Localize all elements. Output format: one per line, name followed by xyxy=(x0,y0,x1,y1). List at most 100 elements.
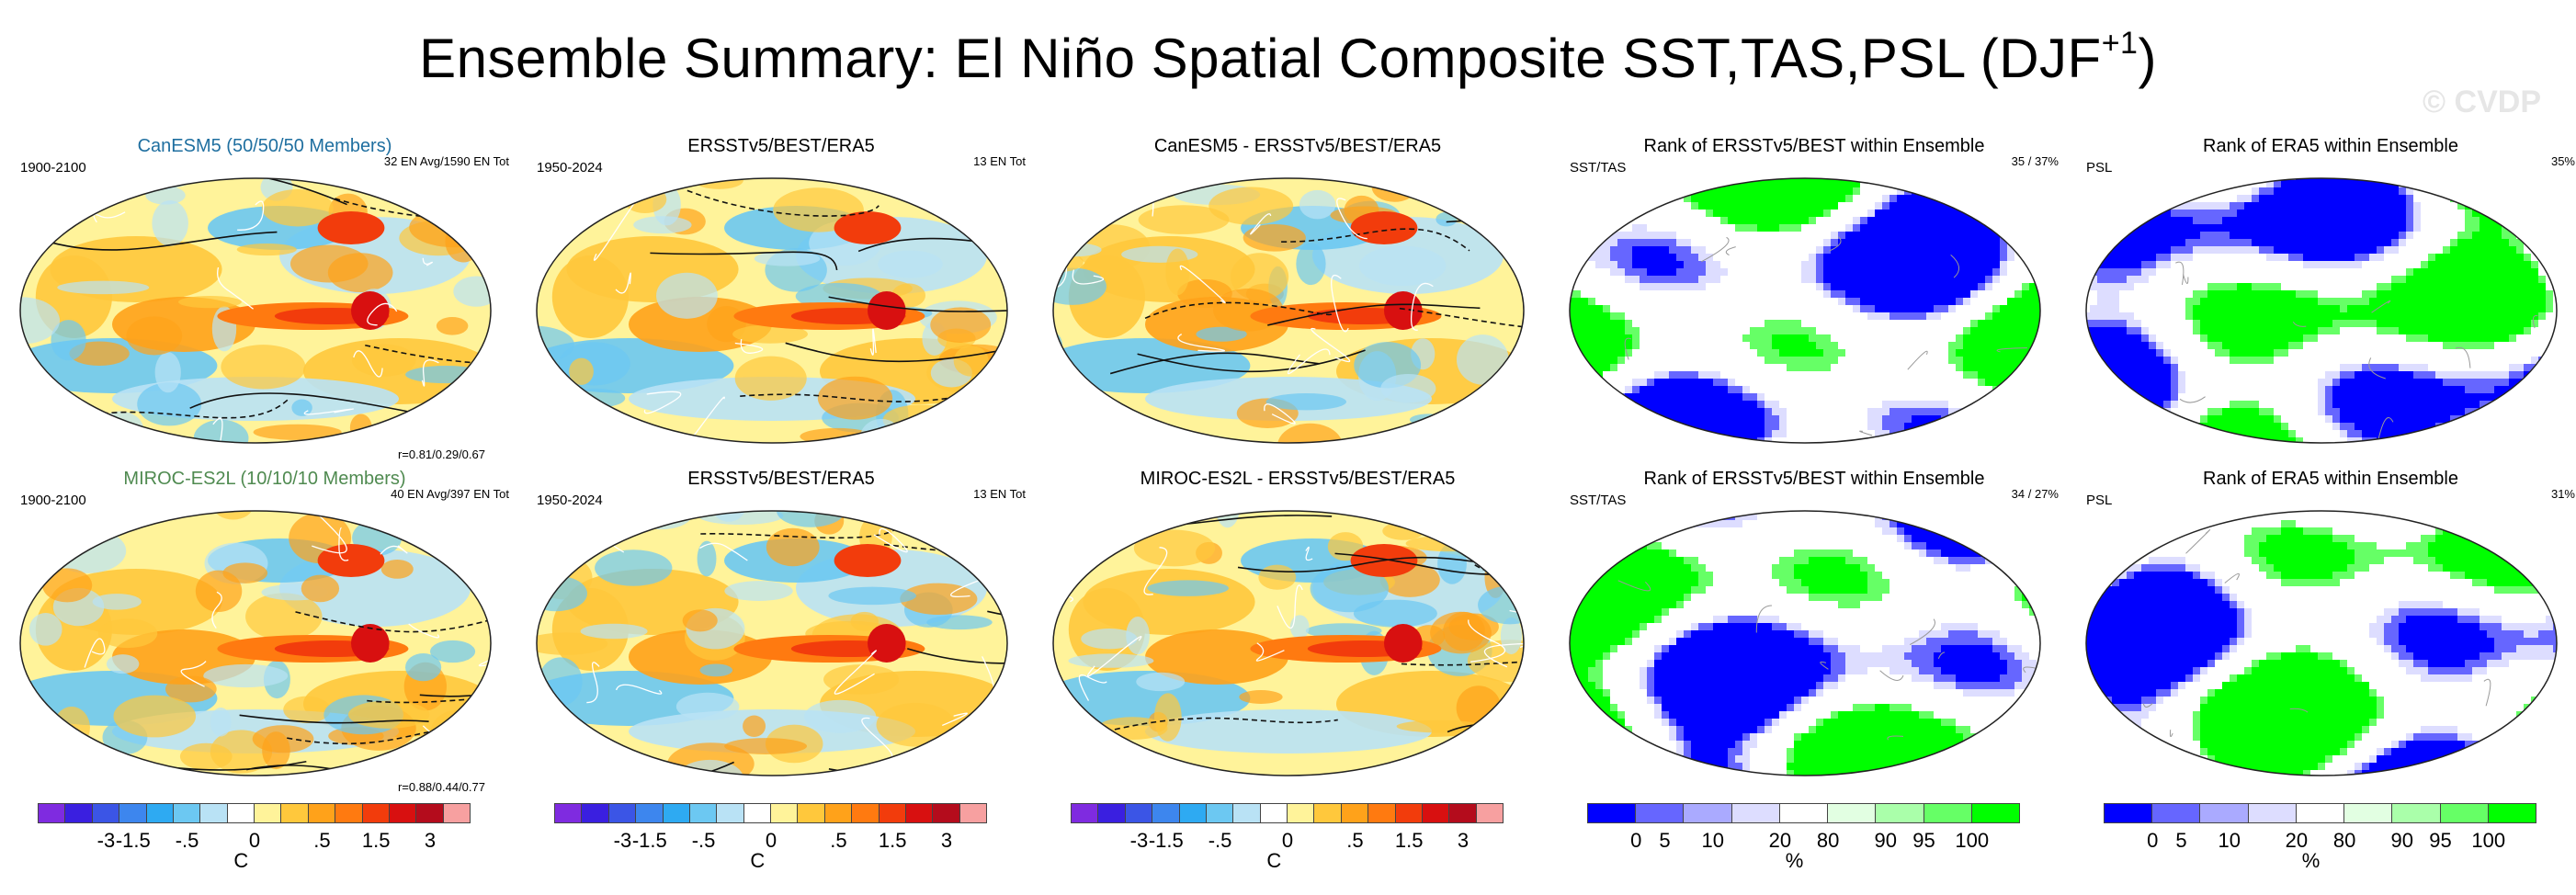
colorbar-tick-label: 0 xyxy=(2147,829,2159,852)
colorbar-tick-label: 100 xyxy=(1955,829,1990,852)
map-outline xyxy=(536,510,1008,776)
colorbar-swatch xyxy=(172,803,201,823)
colorbar-swatch xyxy=(662,803,690,823)
colorbar-cells xyxy=(2104,803,2536,823)
colorbar-swatch xyxy=(1287,803,1315,823)
colorbar-swatch xyxy=(280,803,309,823)
figure-title-text: Ensemble Summary: El Niño Spatial Compos… xyxy=(419,28,2102,89)
map-panel: ERSSTv5/BEST/ERA5 1950-2024 13 EN Tot xyxy=(533,136,1029,467)
colorbar-tick-label: .5 xyxy=(1346,829,1364,852)
colorbar-tick-label: .5 xyxy=(830,829,847,852)
colorbar-tick-label: 80 xyxy=(2332,829,2356,852)
colorbar-swatch xyxy=(878,803,906,823)
composite-map xyxy=(1052,177,1525,444)
colorbar-tick-label: 90 xyxy=(1874,829,1898,852)
colorbar-swatch xyxy=(2247,803,2297,823)
colorbar-swatch xyxy=(2199,803,2249,823)
colorbar-swatch xyxy=(1475,803,1504,823)
colorbar-swatch xyxy=(959,803,987,823)
colorbar-tick-label: -.5 xyxy=(691,829,716,852)
panel-title: Rank of ERSSTv5/BEST within Ensemble xyxy=(1643,136,1985,156)
colorbar-tick-label: -.5 xyxy=(175,829,199,852)
colorbar-tick-label: 3 xyxy=(1457,829,1470,852)
colorbar-cells xyxy=(554,803,987,823)
composite-map xyxy=(536,510,1008,776)
map-panel: MIROC-ES2L - ERSSTv5/BEST/ERA5 xyxy=(1050,469,1546,799)
colorbar-swatch xyxy=(823,803,853,823)
map-panel: Rank of ERA5 within Ensemble PSL 31% xyxy=(2082,469,2576,799)
colorbar-tick-label: 5 xyxy=(2175,829,2187,852)
colorbar-swatch xyxy=(1421,803,1450,823)
panel-count-label: 32 EN Avg/1590 EN Tot xyxy=(383,154,509,168)
colorbar-unit: C xyxy=(233,849,249,872)
colorbar-tick-label: 1.5 xyxy=(1394,829,1424,852)
colorbar-swatch xyxy=(1313,803,1342,823)
colorbar-swatch xyxy=(1827,803,1877,823)
map-field xyxy=(1053,178,1524,443)
panel-count-label: 13 EN Tot xyxy=(973,487,1026,501)
temperature-colorbar: -3 -1.5 -.5 0 .5 1.5 3 C xyxy=(38,803,471,872)
colorbar-tick-label: 0 xyxy=(1281,829,1294,852)
colorbar-swatch xyxy=(1778,803,1829,823)
colorbar-swatch xyxy=(581,803,609,823)
map-field xyxy=(2086,511,2557,776)
panel-title: Rank of ERA5 within Ensemble xyxy=(2203,136,2458,156)
colorbar-swatch xyxy=(797,803,825,823)
map-field xyxy=(20,178,491,443)
map-outline xyxy=(2085,177,2558,444)
map-field xyxy=(1570,511,2040,776)
colorbar-tick-label: .5 xyxy=(313,829,331,852)
map-outline xyxy=(19,510,492,776)
colorbar-swatch xyxy=(1152,803,1180,823)
map-panel: CanESM5 (50/50/50 Members) 1900-2100 32 EN… xyxy=(17,136,513,467)
colorbar-swatch xyxy=(1394,803,1423,823)
colorbar-swatch xyxy=(119,803,147,823)
colorbar-swatch xyxy=(1448,803,1477,823)
colorbar-swatch xyxy=(1071,803,1099,823)
colorbar-swatch xyxy=(38,803,66,823)
colorbar-swatch xyxy=(415,803,444,823)
colorbar-swatch xyxy=(554,803,583,823)
rank-colorbar: 0 5 10 20 80 90 95 100% xyxy=(1587,803,2020,872)
colorbar-tick-label: 10 xyxy=(1701,829,1725,852)
colorbar-swatch xyxy=(2487,803,2536,823)
colorbar-swatch xyxy=(688,803,718,823)
colorbar-unit: C xyxy=(750,849,766,872)
rank-map xyxy=(1569,510,2041,776)
pattern-correlation: r=0.88/0.44/0.77 xyxy=(397,780,485,794)
colorbar-tick-label: 3 xyxy=(424,829,437,852)
colorbar-swatch xyxy=(2295,803,2345,823)
colorbar-tick-label: 0 xyxy=(1630,829,1642,852)
panel-period-label: PSL xyxy=(2086,493,2113,508)
panel-count-label: 35% xyxy=(2550,154,2575,168)
panel-title: ERSSTv5/BEST/ERA5 xyxy=(687,136,875,156)
colorbar-unit: % xyxy=(1785,849,1804,872)
rank-map xyxy=(2085,177,2558,444)
colorbar-swatch xyxy=(2343,803,2393,823)
map-panel: Rank of ERA5 within Ensemble PSL 35% xyxy=(2082,136,2576,467)
panel-title: MIROC-ES2L (10/10/10 Members) xyxy=(123,469,406,489)
figure-title-sup: +1 xyxy=(2101,26,2139,61)
panel-period-label: 1900-2100 xyxy=(20,160,86,176)
colorbar-tick-label: 95 xyxy=(2429,829,2452,852)
panel-count-label: 13 EN Tot xyxy=(973,154,1026,168)
colorbar-swatch xyxy=(1124,803,1153,823)
colorbar-swatch xyxy=(1683,803,1732,823)
colorbar-tick-label: -1.5 xyxy=(1148,829,1184,852)
panel-title: ERSSTv5/BEST/ERA5 xyxy=(687,469,875,489)
map-panel: ERSSTv5/BEST/ERA5 1950-2024 13 EN Tot xyxy=(533,469,1029,799)
colorbar-cells xyxy=(38,803,471,823)
colorbar-tick-label: -1.5 xyxy=(631,829,667,852)
composite-map xyxy=(536,177,1008,444)
map-outline xyxy=(1569,177,2041,444)
panel-title: CanESM5 - ERSSTv5/BEST/ERA5 xyxy=(1153,136,1442,156)
colorbar-swatch xyxy=(307,803,336,823)
map-panel: MIROC-ES2L (10/10/10 Members) 1900-2100 40… xyxy=(17,469,513,799)
map-panel: Rank of ERSSTv5/BEST within Ensemble SST/… xyxy=(1566,136,2062,467)
colorbar-swatch xyxy=(932,803,960,823)
colorbar-swatch xyxy=(716,803,744,823)
colorbar-tick-label: 20 xyxy=(1768,829,1792,852)
map-panel: CanESM5 - ERSSTv5/BEST/ERA5 xyxy=(1050,136,1546,467)
colorbar-swatch xyxy=(2391,803,2441,823)
colorbar-swatch xyxy=(743,803,771,823)
